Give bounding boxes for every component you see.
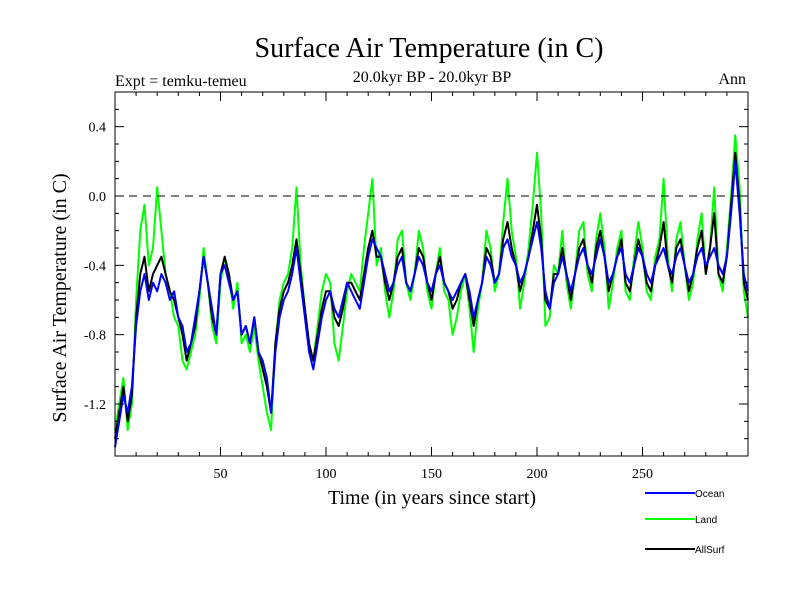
y-tick-label: 0.0 [89,190,107,205]
y-tick-label: -0.4 [84,259,106,274]
series-line-ocean [114,160,749,448]
axis-ticks [115,92,748,456]
chart-title: Surface Air Temperature (in C) [255,33,604,64]
y-axis-label: Surface Air Temperature (in C) [49,173,71,422]
x-tick-label: 250 [632,467,653,482]
plot-lines [114,134,749,448]
x-tick-label: 50 [214,467,228,482]
experiment-label: Expt = temku-temeu [115,73,247,90]
x-axis-label: Time (in years since start) [328,487,536,509]
y-tick-label: -1.2 [84,398,106,413]
chart-subtitle: 20.0kyr BP - 20.0kyr BP [353,69,512,86]
legend-label-allsurf: AllSurf [695,545,725,556]
x-tick-labels: 50 100 150 200 250 [214,467,654,482]
x-tick-label: 100 [316,467,337,482]
y-tick-labels: 0.4 0.0 -0.4 -0.8 -1.2 [84,121,106,413]
legend-label-ocean: Ocean [695,489,724,500]
y-tick-label: -0.8 [84,329,106,344]
legend-label-land: Land [695,515,717,526]
season-label: Ann [718,71,746,88]
x-tick-label: 150 [421,467,442,482]
x-tick-label: 200 [527,467,548,482]
legend: Ocean Land AllSurf [645,489,725,556]
y-tick-label: 0.4 [89,121,107,136]
